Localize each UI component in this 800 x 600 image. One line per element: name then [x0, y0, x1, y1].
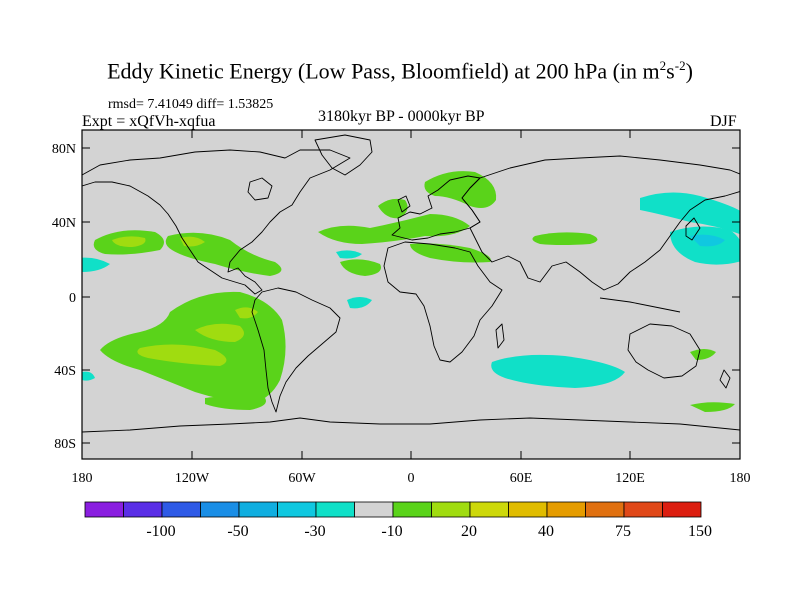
anomaly-atlantic-small: [340, 259, 381, 276]
coast-japan: [685, 217, 701, 241]
anomaly-negative-japan-core: [690, 234, 725, 247]
coast-greenland: [314, 134, 373, 176]
colorbar-label-8: 150: [688, 523, 712, 540]
lon-label-120e: 120E: [615, 471, 645, 486]
experiment-label: Expt = xQfVh-xqfua: [82, 113, 216, 130]
lon-label-0: 0: [408, 471, 415, 486]
map-background: [82, 130, 740, 459]
lon-label-180e: 180: [730, 471, 751, 486]
coastlines: [82, 134, 740, 433]
axis-ticks: [81, 130, 741, 459]
anomaly-negative-north-pacific-west: [640, 192, 740, 235]
colorbar-swatch: [161, 501, 201, 518]
anomaly-central-asia: [532, 232, 598, 245]
lat-label-80s: 80S: [54, 437, 76, 452]
anomaly-negative-east-pacific: [82, 257, 110, 272]
colorbar-swatch: [662, 501, 702, 518]
period-label: 3180kyr BP - 0000kyr BP: [318, 108, 485, 125]
anomaly-south-pacific-yg2: [137, 344, 227, 366]
colorbar-label-3: -30: [304, 523, 325, 540]
coast-asia: [461, 155, 740, 291]
coast-new-zealand: [719, 369, 731, 389]
lat-label-0: 0: [69, 291, 76, 306]
rmsd-diff-stats: rmsd= 7.41049 diff= 1.53825: [108, 97, 274, 112]
colorbar-swatch: [392, 501, 432, 518]
colorbar-swatch: [84, 501, 124, 518]
coast-antarctica: [82, 417, 740, 433]
lon-label-60w: 60W: [288, 471, 316, 486]
colorbar-label-2: -50: [227, 523, 248, 540]
colorbar-swatch: [123, 501, 163, 518]
anomaly-negative-north-atlantic: [336, 250, 362, 259]
anomaly-south-pacific-yg1: [195, 323, 244, 342]
anomaly-new-zealand: [690, 349, 716, 360]
colorbar-swatch: [623, 501, 663, 518]
anomaly-north-atlantic-east: [378, 198, 408, 219]
colorbar-label-6: 40: [538, 523, 554, 540]
anomaly-negative-south-atlantic: [347, 297, 372, 309]
coast-madagascar: [495, 323, 505, 349]
lon-label-120w: 120W: [175, 471, 210, 486]
anomaly-southern-ocean-east: [690, 402, 735, 412]
colorbar: [84, 501, 702, 518]
colorbar-label-4: -10: [381, 523, 402, 540]
lat-label-40s: 40S: [54, 364, 76, 379]
anomaly-north-pacific-yg: [112, 236, 146, 247]
anomaly-negative-far-west: [82, 371, 95, 381]
anomaly-south-atlantic-strip: [205, 396, 266, 410]
colorbar-swatch: [238, 501, 278, 518]
colorbar-label-7: 75: [615, 523, 631, 540]
lat-label-80n: 80N: [52, 142, 76, 157]
colorbar-swatch: [315, 501, 355, 518]
coast-indonesia: [599, 297, 681, 313]
latitude-labels: 80N 40N 0 40S 80S: [52, 142, 76, 452]
colorbar-swatch: [546, 501, 586, 518]
coast-australia: [627, 323, 701, 379]
anomaly-north-atlantic: [318, 214, 470, 244]
coast-north-america: [82, 149, 351, 295]
lon-label-60e: 60E: [510, 471, 533, 486]
season-label: DJF: [710, 113, 737, 130]
colorbar-swatch: [431, 501, 471, 518]
longitude-labels: 180 120W 60W 0 60E 120E 180: [72, 471, 751, 486]
colorbar-swatch: [277, 501, 317, 518]
anomaly-negative-south-indian: [491, 354, 625, 388]
colorbar-swatch: [469, 501, 509, 518]
anomaly-regions: [82, 171, 740, 412]
colorbar-labels: -100 -50 -30 -10 20 40 75 150: [146, 523, 712, 540]
chart-title: Eddy Kinetic Energy (Low Pass, Bloomfiel…: [107, 58, 693, 84]
lon-label-180w: 180: [72, 471, 93, 486]
colorbar-swatch: [585, 501, 625, 518]
colorbar-swatch: [200, 501, 240, 518]
colorbar-label-5: 20: [461, 523, 477, 540]
colorbar-swatch: [354, 501, 394, 518]
lat-label-40n: 40N: [52, 216, 76, 231]
coast-hudson-bay: [247, 177, 273, 201]
coast-south-america: [251, 287, 341, 413]
coast-africa: [383, 241, 503, 363]
colorbar-label-1: -100: [146, 523, 175, 540]
anomaly-north-africa: [410, 243, 491, 263]
colorbar-swatch: [508, 501, 548, 518]
coast-british-isles: [397, 195, 411, 213]
